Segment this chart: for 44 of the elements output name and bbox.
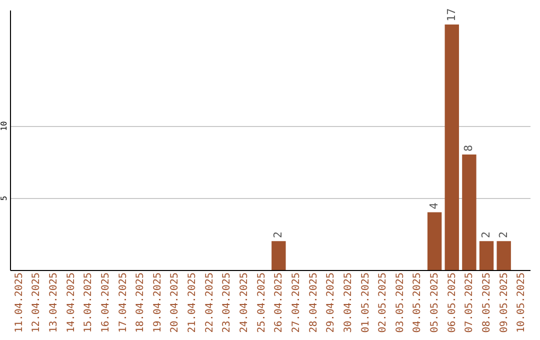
x-tick-label: 25.04.2025 — [256, 272, 268, 333]
x-tick-label: 20.04.2025 — [170, 272, 181, 333]
bar — [462, 154, 476, 270]
x-tick-label: 14.04.2025 — [66, 272, 77, 333]
bar — [427, 212, 442, 270]
x-tick-label: 03.05.2025 — [394, 272, 406, 333]
data-label: 8 — [462, 144, 476, 152]
x-tick-label: 19.04.2025 — [152, 272, 164, 333]
x-tick-label: 16.04.2025 — [100, 272, 112, 333]
x-tick-label: 05.05.2025 — [430, 272, 441, 333]
y-tick-label: 5 — [0, 196, 8, 201]
bar — [496, 241, 511, 270]
x-tick-label: 07.05.2025 — [464, 272, 476, 333]
bar — [479, 241, 494, 270]
data-label: 17 — [444, 8, 458, 22]
x-tick-label: 01.05.2025 — [360, 272, 372, 333]
x-tick-label: 30.04.2025 — [342, 272, 354, 333]
x-tick-label: 02.05.2025 — [378, 272, 389, 333]
x-tick-label: 24.04.2025 — [239, 272, 250, 333]
y-tick-label: 10 — [0, 121, 8, 131]
x-tick-label: 28.04.2025 — [308, 272, 320, 333]
x-tick-label: 09.05.2025 — [498, 272, 510, 333]
x-tick-label: 18.04.2025 — [135, 272, 146, 333]
bar — [444, 24, 459, 270]
x-tick-label: 15.04.2025 — [83, 272, 94, 333]
data-label: 4 — [428, 202, 441, 210]
x-tick-label: 08.05.2025 — [482, 272, 493, 333]
x-tick-label: 26.04.2025 — [274, 272, 285, 333]
x-tick-label: 04.05.2025 — [412, 272, 424, 333]
x-tick-label: 21.04.2025 — [187, 272, 198, 333]
x-tick-label: 17.04.2025 — [118, 272, 129, 333]
x-tick-label: 23.04.2025 — [222, 272, 233, 333]
data-label: 2 — [480, 231, 493, 238]
x-tick-label: 13.04.2025 — [48, 272, 60, 333]
x-tick-label: 12.04.2025 — [31, 272, 42, 333]
data-label: 2 — [272, 231, 285, 238]
data-label: 2 — [496, 231, 510, 238]
x-tick-label: 29.04.2025 — [326, 272, 337, 333]
x-tick-label: 10.05.2025 — [516, 272, 528, 333]
x-tick-label: 22.04.2025 — [204, 272, 216, 333]
x-tick-label: 06.05.2025 — [446, 272, 458, 333]
bar — [272, 241, 286, 270]
x-tick-label: 11.04.2025 — [14, 272, 25, 333]
x-tick-label: 27.04.2025 — [290, 272, 302, 333]
